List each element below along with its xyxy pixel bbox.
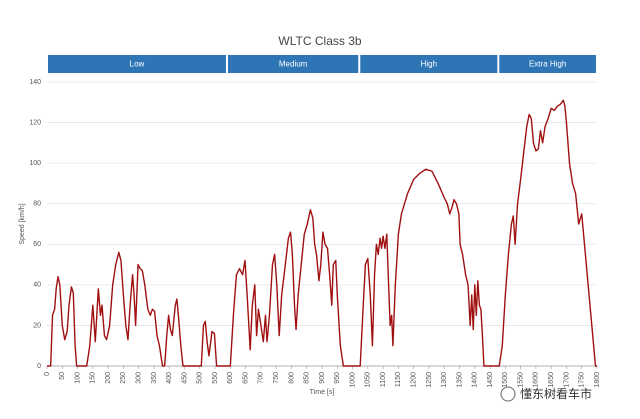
x-tick-label: 1750 <box>579 372 586 388</box>
x-tick-label: 350 <box>151 372 158 384</box>
phase-label: Extra High <box>529 60 566 69</box>
y-tick-label: 100 <box>29 160 41 167</box>
x-tick-label: 1250 <box>426 372 433 388</box>
x-tick-label: 250 <box>120 372 127 384</box>
x-tick-label: 550 <box>212 372 219 384</box>
x-tick-label: 0 <box>44 372 51 376</box>
y-axis-label: Speed [km/h] <box>19 203 26 244</box>
x-tick-label: 950 <box>334 372 341 384</box>
x-tick-label: 600 <box>227 372 234 384</box>
phase-bar <box>499 55 596 73</box>
x-axis-label: Time [s] <box>310 389 335 396</box>
chart-title: WLTC Class 3b <box>278 34 361 48</box>
x-tick-label: 1650 <box>548 372 555 388</box>
x-tick-label: 800 <box>288 372 295 384</box>
x-tick-label: 50 <box>59 372 66 380</box>
speed-line <box>47 99 597 367</box>
x-tick-label: 1100 <box>380 372 387 387</box>
x-tick-label: 500 <box>197 372 204 384</box>
x-tick-label: 750 <box>273 372 280 384</box>
x-tick-label: 1050 <box>365 372 372 388</box>
watermark: 懂东树看车市 <box>520 386 592 401</box>
x-tick-label: 450 <box>181 372 188 384</box>
x-tick-label: 1550 <box>517 372 524 388</box>
x-tick-label: 700 <box>258 372 265 384</box>
y-tick-label: 120 <box>29 119 41 126</box>
phase-bar <box>360 55 498 73</box>
x-tick-label: 1600 <box>533 372 540 388</box>
x-tick-label: 200 <box>105 372 112 384</box>
x-tick-label: 1000 <box>349 372 356 388</box>
phase-label: Medium <box>279 60 308 69</box>
x-tick-label: 100 <box>74 372 81 384</box>
x-tick-label: 1350 <box>456 372 463 388</box>
phase-label: High <box>421 60 437 69</box>
phase-bar <box>227 55 359 73</box>
y-tick-label: 40 <box>33 282 41 289</box>
phase-bar <box>48 55 226 73</box>
y-tick-label: 140 <box>29 79 41 86</box>
x-tick-label: 1500 <box>502 372 509 388</box>
x-tick-label: 900 <box>319 372 326 384</box>
x-tick-label: 1700 <box>563 372 570 388</box>
x-tick-label: 400 <box>166 372 173 384</box>
phase-label: Low <box>130 60 145 69</box>
y-tick-label: 60 <box>33 241 41 248</box>
x-tick-label: 1450 <box>487 372 494 388</box>
x-tick-label: 150 <box>90 372 97 384</box>
y-tick-label: 80 <box>33 201 41 208</box>
x-tick-label: 1400 <box>472 372 479 388</box>
watermark-icon <box>500 386 516 402</box>
x-tick-label: 650 <box>242 372 249 384</box>
x-tick-label: 1200 <box>411 372 418 388</box>
y-tick-label: 20 <box>33 322 41 329</box>
x-tick-label: 1300 <box>441 372 448 388</box>
x-tick-label: 1800 <box>594 372 601 388</box>
x-tick-label: 1150 <box>395 372 402 387</box>
y-tick-label: 0 <box>37 363 41 370</box>
x-tick-label: 850 <box>304 372 311 384</box>
x-tick-label: 300 <box>136 372 143 384</box>
